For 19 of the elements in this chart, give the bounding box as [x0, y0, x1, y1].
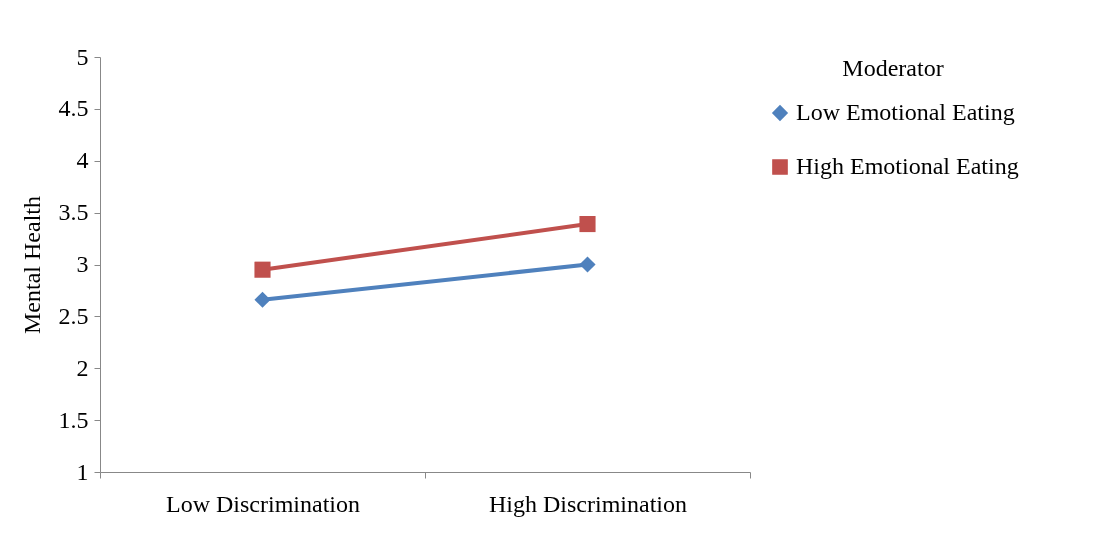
y-tick-label: 1 [76, 458, 89, 485]
y-tick-label: 4 [76, 147, 89, 174]
y-tick-label: 5 [76, 43, 89, 70]
y-tick-label: 4.5 [58, 95, 89, 122]
y-tick-label: 3.5 [58, 199, 89, 226]
point [579, 256, 596, 273]
y-axis-title: Mental Health [18, 196, 45, 334]
legend-label: Low Emotional Eating [796, 99, 1015, 125]
legend-title: Moderator [842, 55, 944, 81]
y-tick-label: 2 [76, 354, 89, 381]
y-tick-label: 2.5 [58, 302, 89, 329]
x-tick-label: High Discrimination [489, 490, 687, 517]
point [254, 291, 271, 308]
point [579, 215, 596, 233]
y-tick-label: 1.5 [58, 406, 89, 433]
point [254, 261, 271, 278]
y-tick-label: 3 [76, 251, 89, 277]
x-tick-label: Low Discrimination [166, 490, 360, 517]
legend-label: High Emotional Eating [796, 153, 1019, 179]
